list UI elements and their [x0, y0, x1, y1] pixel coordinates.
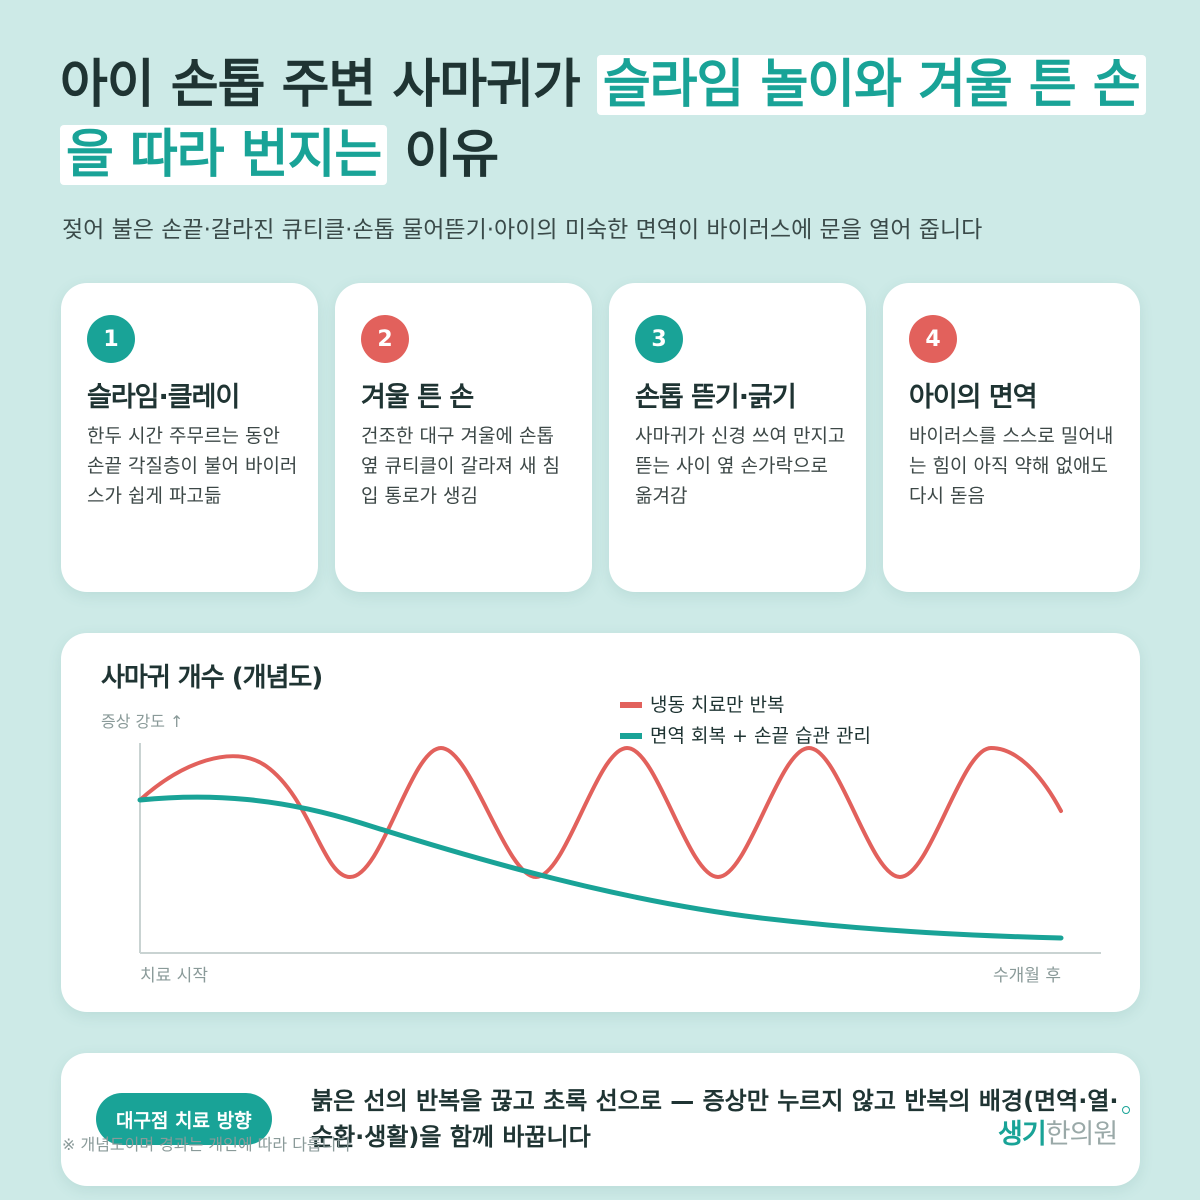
chart-title: 사마귀 개수 (개념도) [101, 663, 323, 693]
card-number-badge: 1 [87, 315, 135, 363]
card-number-badge: 4 [909, 315, 957, 363]
title-part2: 이유 [387, 125, 499, 185]
logo-dot-icon [1122, 1106, 1130, 1114]
concept-chart: 증상 강도 ↑ 치료 시작 수개월 후 냉동 치료만 반복 면역 회복 + 손끝… [101, 694, 1101, 986]
treatment-badge: 대구점 치료 방향 [96, 1093, 272, 1145]
logo-part1: 생기 [998, 1119, 1047, 1150]
clinic-logo: 생기한의원 [998, 1106, 1130, 1151]
footnote: ※ 개념도이며 경과는 개인에 따라 다릅니다 [62, 1135, 352, 1154]
page-subtitle: 젖어 불은 손끝·갈라진 큐티클·손톱 물어뜯기·아이의 미숙한 면역이 바이러… [62, 217, 983, 243]
page-title: 아이 손톱 주변 사마귀가 슬라임 놀이와 겨울 튼 손을 따라 번지는 이유 [60, 50, 1150, 190]
card-body: 한두 시간 주무르는 동안 손끝 각질층이 불어 바이러스가 쉽게 파고듦 [87, 425, 298, 507]
card-body: 사마귀가 신경 쓰여 만지고 뜯는 사이 옆 손가락으로 옮겨감 [635, 425, 846, 507]
legend-label-teal: 면역 회복 + 손끝 습관 관리 [650, 725, 871, 747]
legend-label-red: 냉동 치료만 반복 [650, 694, 784, 716]
legend-swatch-red [620, 702, 642, 708]
treatment-panel: 대구점 치료 방향 붉은 선의 반복을 끊고 초록 선으로 — 증상만 누르지 … [61, 1053, 1140, 1186]
logo-part2: 한의원 [1045, 1119, 1119, 1150]
chart-panel: 사마귀 개수 (개념도) 증상 강도 ↑ 치료 시작 수개월 후 냉동 치료만 … [61, 633, 1140, 1012]
card-body: 건조한 대구 겨울에 손톱 옆 큐티클이 갈라져 새 침입 통로가 생김 [361, 425, 560, 507]
legend-swatch-teal [620, 733, 642, 739]
x-end-label: 수개월 후 [993, 966, 1061, 986]
cause-card-4: 4 아이의 면역 바이러스를 스스로 밀어내는 힘이 아직 약해 없애도 다시 … [883, 283, 1140, 592]
card-number-badge: 2 [361, 315, 409, 363]
card-body: 바이러스를 스스로 밀어내는 힘이 아직 약해 없애도 다시 돋음 [909, 425, 1114, 507]
card-title: 손톱 뜯기·긁기 [635, 382, 797, 413]
cause-card-1: 1 슬라임·클레이 한두 시간 주무르는 동안 손끝 각질층이 불어 바이러스가… [61, 283, 318, 592]
cause-card-2: 2 겨울 튼 손 건조한 대구 겨울에 손톱 옆 큐티클이 갈라져 새 침입 통… [335, 283, 592, 592]
card-title: 슬라임·클레이 [87, 382, 240, 413]
card-title: 아이의 면역 [909, 382, 1038, 413]
y-axis-label: 증상 강도 ↑ [101, 712, 183, 731]
card-title: 겨울 튼 손 [361, 382, 474, 413]
treatment-text: 붉은 선의 반복을 끊고 초록 선으로 — 증상만 누르지 않고 반복의 배경(… [311, 1087, 1119, 1151]
x-start-label: 치료 시작 [140, 966, 208, 986]
title-part1: 아이 손톱 주변 사마귀가 [60, 55, 597, 115]
teal-series-line [137, 794, 1064, 941]
cause-card-3: 3 손톱 뜯기·긁기 사마귀가 신경 쓰여 만지고 뜯는 사이 옆 손가락으로 … [609, 283, 866, 592]
card-number-badge: 3 [635, 315, 683, 363]
red-series-line [138, 745, 1063, 880]
